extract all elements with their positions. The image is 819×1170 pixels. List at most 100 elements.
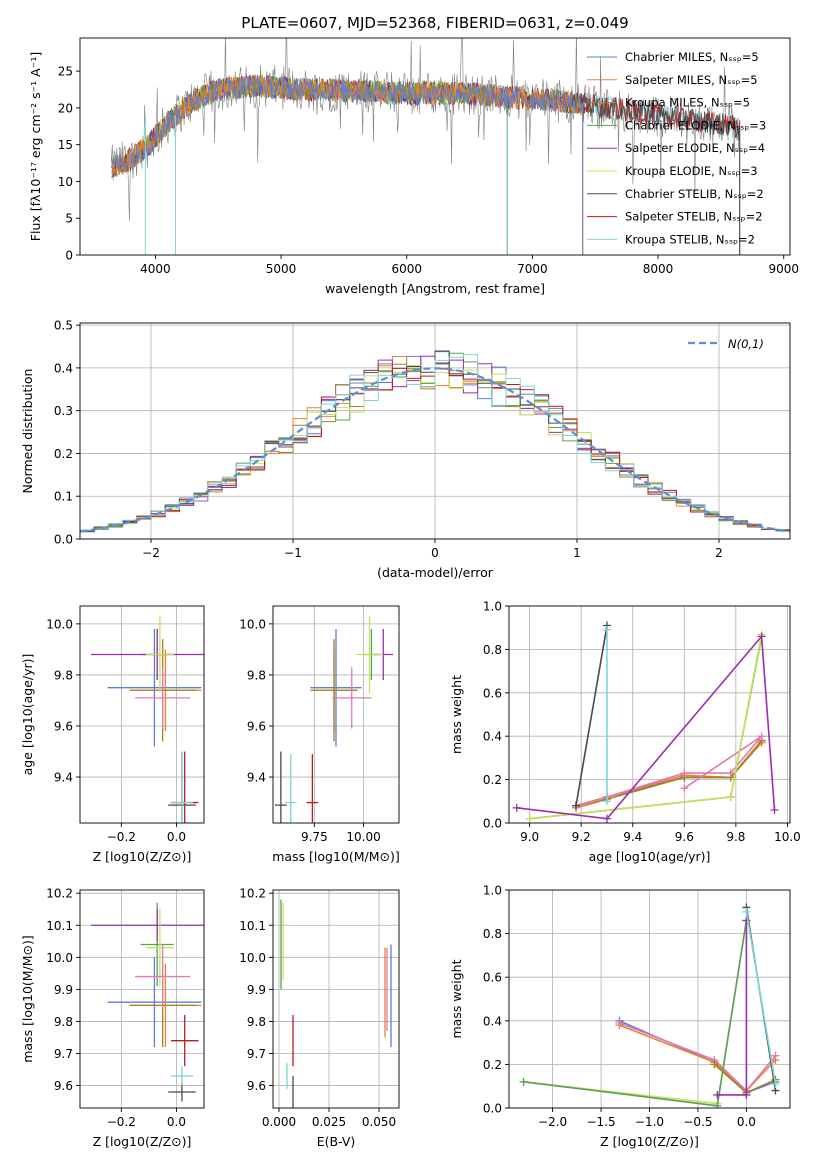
y-tick-label: 10.0	[239, 951, 266, 965]
plot-frame	[79, 889, 205, 1109]
plot-content	[80, 350, 790, 534]
x-tick-label: 0.0	[167, 1115, 186, 1129]
x-axis-label: age [log10(age/yr)]	[589, 849, 711, 864]
x-axis-label: Z [log10(Z/Z⊙)]	[600, 1134, 699, 1149]
errorbar-point	[107, 628, 202, 747]
x-tick-label: 9.2	[572, 830, 591, 844]
x-tick-label: −2	[142, 546, 160, 560]
x-tick-label: 0.0	[167, 830, 186, 844]
y-tick-label: 10.0	[46, 617, 73, 631]
panel-weight-vs-age: 9.0 9.2 9.4 9.6 9.8 10.0 0.0 0.2 0.4 0.6 0.8 1.0 age…	[449, 600, 801, 865]
y-tick-label: 0.8	[483, 643, 502, 657]
plus-marker	[602, 797, 611, 806]
plot-content	[91, 902, 204, 1102]
errorbar-point	[91, 909, 204, 942]
x-tick-label: 0.000	[262, 1115, 296, 1129]
plus-marker	[771, 1051, 780, 1060]
y-tick-label: 1.0	[483, 600, 502, 614]
x-tick-label: 9.4	[623, 830, 642, 844]
y-axis-label: Normed distribution	[20, 369, 35, 494]
plus-marker	[770, 805, 779, 814]
x-axis-label: E(B-V)	[317, 1134, 356, 1149]
mass-weight-line	[619, 1022, 777, 1092]
x-tick-label: 9.6	[675, 830, 694, 844]
panel-age-vs-mass: 9.75 10.00 9.4 9.6 9.8 10.0 mass [log10(M/M⊙)]	[239, 605, 400, 864]
model-spectrum-line	[110, 75, 584, 255]
y-tick-label: 10.1	[46, 919, 73, 933]
x-tick-label: 6000	[391, 262, 422, 276]
x-tick-label: −0.2	[107, 830, 136, 844]
errorbar-point	[170, 751, 193, 823]
errorbar-point	[135, 667, 191, 729]
y-tick-label: 0.1	[54, 490, 73, 504]
x-tick-label: 8000	[643, 262, 674, 276]
mass-weight-line	[575, 625, 608, 806]
histogram-series	[80, 367, 790, 533]
plus-marker	[726, 769, 735, 778]
y-axis-label: mass weight	[449, 959, 464, 1038]
x-axis-label: Z [log10(Z/Z⊙)]	[93, 1134, 192, 1149]
plus-marker	[615, 1018, 624, 1027]
y-tick-label: 0.0	[483, 1102, 502, 1116]
errorbar-point	[170, 1066, 193, 1086]
y-tick-label: 9.7	[247, 1047, 266, 1061]
y-tick-label: 9.6	[54, 1079, 73, 1093]
y-tick-label: 10.1	[239, 919, 266, 933]
panel-mass-vs-z: −0.2 0.0 9.6 9.7 9.8 9.9 10.0 10.1 10.2 Z [log10(…	[20, 887, 205, 1149]
x-tick-label: 9.75	[301, 830, 328, 844]
panel-residuals: −2 −1 0 1 2 0.0 0.1 0.2 0.3 0.4 0.5 (data-model)/er…	[20, 319, 791, 580]
y-tick-label: 9.4	[54, 771, 73, 785]
plot-frame	[272, 605, 400, 824]
y-tick-label: 0.3	[54, 404, 73, 418]
errorbar-point	[274, 751, 287, 823]
legend-label: Salpeter ELODIE, Nₛₛₚ=4	[625, 141, 765, 155]
panel-spectrum: 4000 5000 6000 7000 8000 9000 0 5 10 15 20 25 wavele…	[28, 37, 799, 296]
y-tick-label: 0.2	[483, 773, 502, 787]
plus-marker	[602, 814, 611, 823]
plot-area	[80, 890, 204, 1108]
x-tick-label: 0.0	[737, 1115, 756, 1129]
y-tick-label: 9.8	[54, 1015, 73, 1029]
y-tick-label: 9.8	[54, 668, 73, 682]
plot-area	[80, 38, 790, 255]
normal-reference-curve	[80, 367, 790, 533]
model-spectrum-line	[110, 75, 741, 255]
errorbar-point	[310, 628, 362, 747]
errorbar-point	[310, 639, 358, 742]
panel-mass-vs-ebv: 0.000 0.025 0.050 9.6 9.7 9.8 9.9 10.0 10.1 10.2 E…	[239, 887, 400, 1149]
errorbar-point	[170, 1015, 199, 1067]
plus-marker	[512, 803, 521, 812]
y-tick-label: 0.8	[483, 927, 502, 941]
y-axis-label: mass weight	[449, 675, 464, 754]
y-tick-label: 0.2	[54, 447, 73, 461]
plot-area	[509, 606, 790, 823]
errorbar-point	[332, 667, 372, 729]
plus-marker	[680, 784, 689, 793]
y-tick-label: 9.6	[247, 719, 266, 733]
plus-marker	[757, 632, 766, 641]
y-tick-label: 5	[65, 212, 73, 226]
plus-marker	[519, 1077, 528, 1086]
x-tick-label: −1.5	[586, 1115, 615, 1129]
y-tick-label: 9.9	[247, 983, 266, 997]
errorbar-point	[355, 616, 384, 693]
y-tick-label: 0.4	[483, 1014, 502, 1028]
x-tick-label: 4000	[140, 262, 171, 276]
plot-content	[512, 621, 779, 823]
y-tick-label: 0.4	[483, 730, 502, 744]
plot-content	[519, 903, 780, 1108]
legend-label: Chabrier STELIB, Nₛₛₚ=2	[625, 187, 764, 201]
plus-marker	[742, 1090, 751, 1099]
plot-area	[273, 890, 399, 1108]
y-tick-label: 15	[58, 138, 73, 152]
errorbar-point	[135, 944, 191, 1009]
legend-label: Kroupa STELIB, Nₛₛₚ=2	[625, 232, 755, 246]
x-tick-label: 0.025	[312, 1115, 346, 1129]
plus-marker	[742, 907, 751, 916]
x-tick-label: 9000	[768, 262, 799, 276]
y-tick-label: 10.0	[46, 951, 73, 965]
y-tick-label: 10.0	[239, 617, 266, 631]
plus-marker	[726, 792, 735, 801]
y-tick-label: 10.2	[46, 887, 73, 901]
mass-weight-line	[575, 735, 763, 809]
